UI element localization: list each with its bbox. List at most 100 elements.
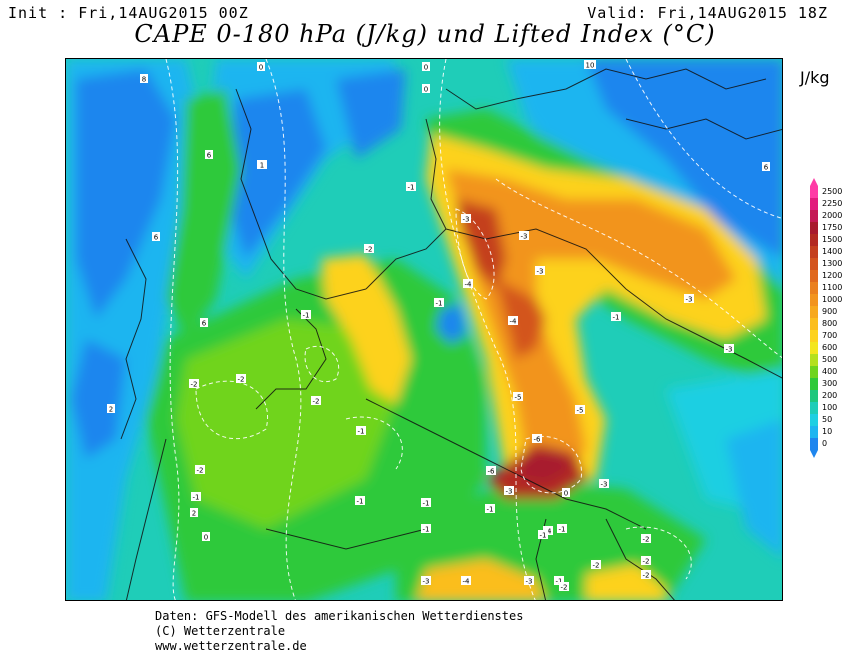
svg-text:-6: -6	[488, 468, 496, 476]
legend-label: 200	[822, 391, 838, 400]
legend-swatch	[810, 234, 818, 246]
li-label: -2	[559, 582, 569, 592]
li-label: -1	[406, 182, 416, 192]
legend-label: 500	[822, 355, 838, 364]
li-label: 8	[140, 74, 148, 84]
svg-text:-3: -3	[537, 268, 544, 276]
li-label: 6	[205, 150, 213, 160]
svg-text:-1: -1	[408, 184, 415, 192]
legend-label: 100	[822, 403, 838, 412]
li-label: -3	[519, 231, 529, 241]
website: www.wetterzentrale.de	[155, 639, 307, 653]
legend-swatch	[810, 222, 818, 234]
svg-text:-2: -2	[191, 381, 198, 389]
li-label: -1	[301, 310, 311, 320]
legend-label: 600	[822, 343, 838, 352]
legend-swatch	[810, 366, 818, 378]
svg-text:-2: -2	[366, 246, 373, 254]
li-label: -1	[611, 312, 621, 322]
legend-label: 1100	[822, 283, 843, 292]
svg-text:0: 0	[424, 64, 428, 72]
svg-text:-1: -1	[423, 500, 430, 508]
legend-label: 900	[822, 307, 838, 316]
map-title: CAPE 0-180 hPa (J/kg) und Lifted Index (…	[134, 20, 716, 48]
legend-swatch	[810, 294, 818, 306]
svg-text:-3: -3	[521, 233, 528, 241]
legend-label: 1000	[822, 295, 843, 304]
svg-text:-3: -3	[686, 296, 693, 304]
credits: Daten: GFS-Modell des amerikanischen Wet…	[155, 609, 523, 654]
li-label: 2	[190, 508, 198, 518]
li-label: -3	[724, 344, 734, 354]
li-label: -1	[355, 496, 365, 506]
svg-text:6: 6	[202, 320, 207, 328]
legend-swatch	[810, 414, 818, 426]
lifted-index-contours	[165, 59, 782, 600]
valid-time: Valid: Fri,14AUG2015 18Z	[587, 4, 828, 22]
svg-text:-2: -2	[561, 584, 568, 592]
svg-text:-1: -1	[540, 532, 547, 540]
li-label: -5	[513, 392, 523, 402]
legend-label: 800	[822, 319, 838, 328]
svg-text:-1: -1	[193, 494, 200, 502]
li-label: -1	[421, 498, 431, 508]
li-label: -2	[591, 560, 601, 570]
legend-label: 1500	[822, 235, 843, 244]
legend-label: 50	[822, 415, 833, 424]
li-label: -3	[421, 576, 431, 586]
svg-text:-4: -4	[545, 528, 553, 536]
svg-text:0: 0	[424, 86, 428, 94]
svg-text:-3: -3	[526, 578, 533, 586]
legend-label: 0	[822, 439, 828, 448]
li-label: 0	[257, 62, 265, 72]
li-label: 6	[200, 318, 208, 328]
svg-text:1: 1	[260, 162, 264, 170]
li-label: -1	[557, 524, 567, 534]
legend-swatch	[810, 402, 818, 414]
svg-text:-1: -1	[556, 578, 563, 586]
li-label: 0	[562, 488, 570, 498]
legend-label: 1300	[822, 259, 843, 268]
li-label: -1	[191, 492, 201, 502]
li-label: -3	[684, 294, 694, 304]
svg-text:-1: -1	[358, 428, 365, 436]
legend-label: 400	[822, 367, 838, 376]
li-label: -4	[508, 316, 518, 326]
svg-text:-1: -1	[487, 506, 494, 514]
li-label: -2	[236, 374, 246, 384]
li-label: -1	[485, 504, 495, 514]
legend-swatch	[810, 438, 818, 450]
svg-text:2: 2	[192, 510, 196, 518]
legend-swatch	[810, 210, 818, 222]
legend-swatch	[810, 258, 818, 270]
legend-swatch	[810, 270, 818, 282]
li-label: -2	[364, 244, 374, 254]
li-label: 0	[422, 84, 430, 94]
li-label: -2	[189, 379, 199, 389]
svg-text:-5: -5	[577, 407, 584, 415]
li-label: -1	[554, 576, 564, 586]
legend-arrow-top-icon	[810, 178, 818, 186]
legend-label: 10	[822, 427, 833, 436]
li-label: 10	[584, 60, 596, 70]
svg-text:-3: -3	[463, 216, 470, 224]
svg-text:-2: -2	[197, 467, 204, 475]
li-label: -5	[575, 405, 585, 415]
li-label: 6	[152, 232, 160, 242]
legend-swatch	[810, 330, 818, 342]
svg-text:-2: -2	[238, 376, 245, 384]
svg-text:0: 0	[564, 490, 568, 498]
li-label: -3	[535, 266, 545, 276]
legend-swatch	[810, 282, 818, 294]
li-label: -2	[641, 570, 651, 580]
li-label: -3	[524, 576, 534, 586]
svg-text:-4: -4	[510, 318, 518, 326]
legend-label: 2000	[822, 211, 843, 220]
legend-swatch	[810, 318, 818, 330]
li-label: -6	[532, 434, 542, 444]
legend-label: 1400	[822, 247, 843, 256]
li-label: -3	[599, 479, 609, 489]
svg-text:-3: -3	[601, 481, 608, 489]
li-label: -2	[641, 556, 651, 566]
li-label: -1	[356, 426, 366, 436]
